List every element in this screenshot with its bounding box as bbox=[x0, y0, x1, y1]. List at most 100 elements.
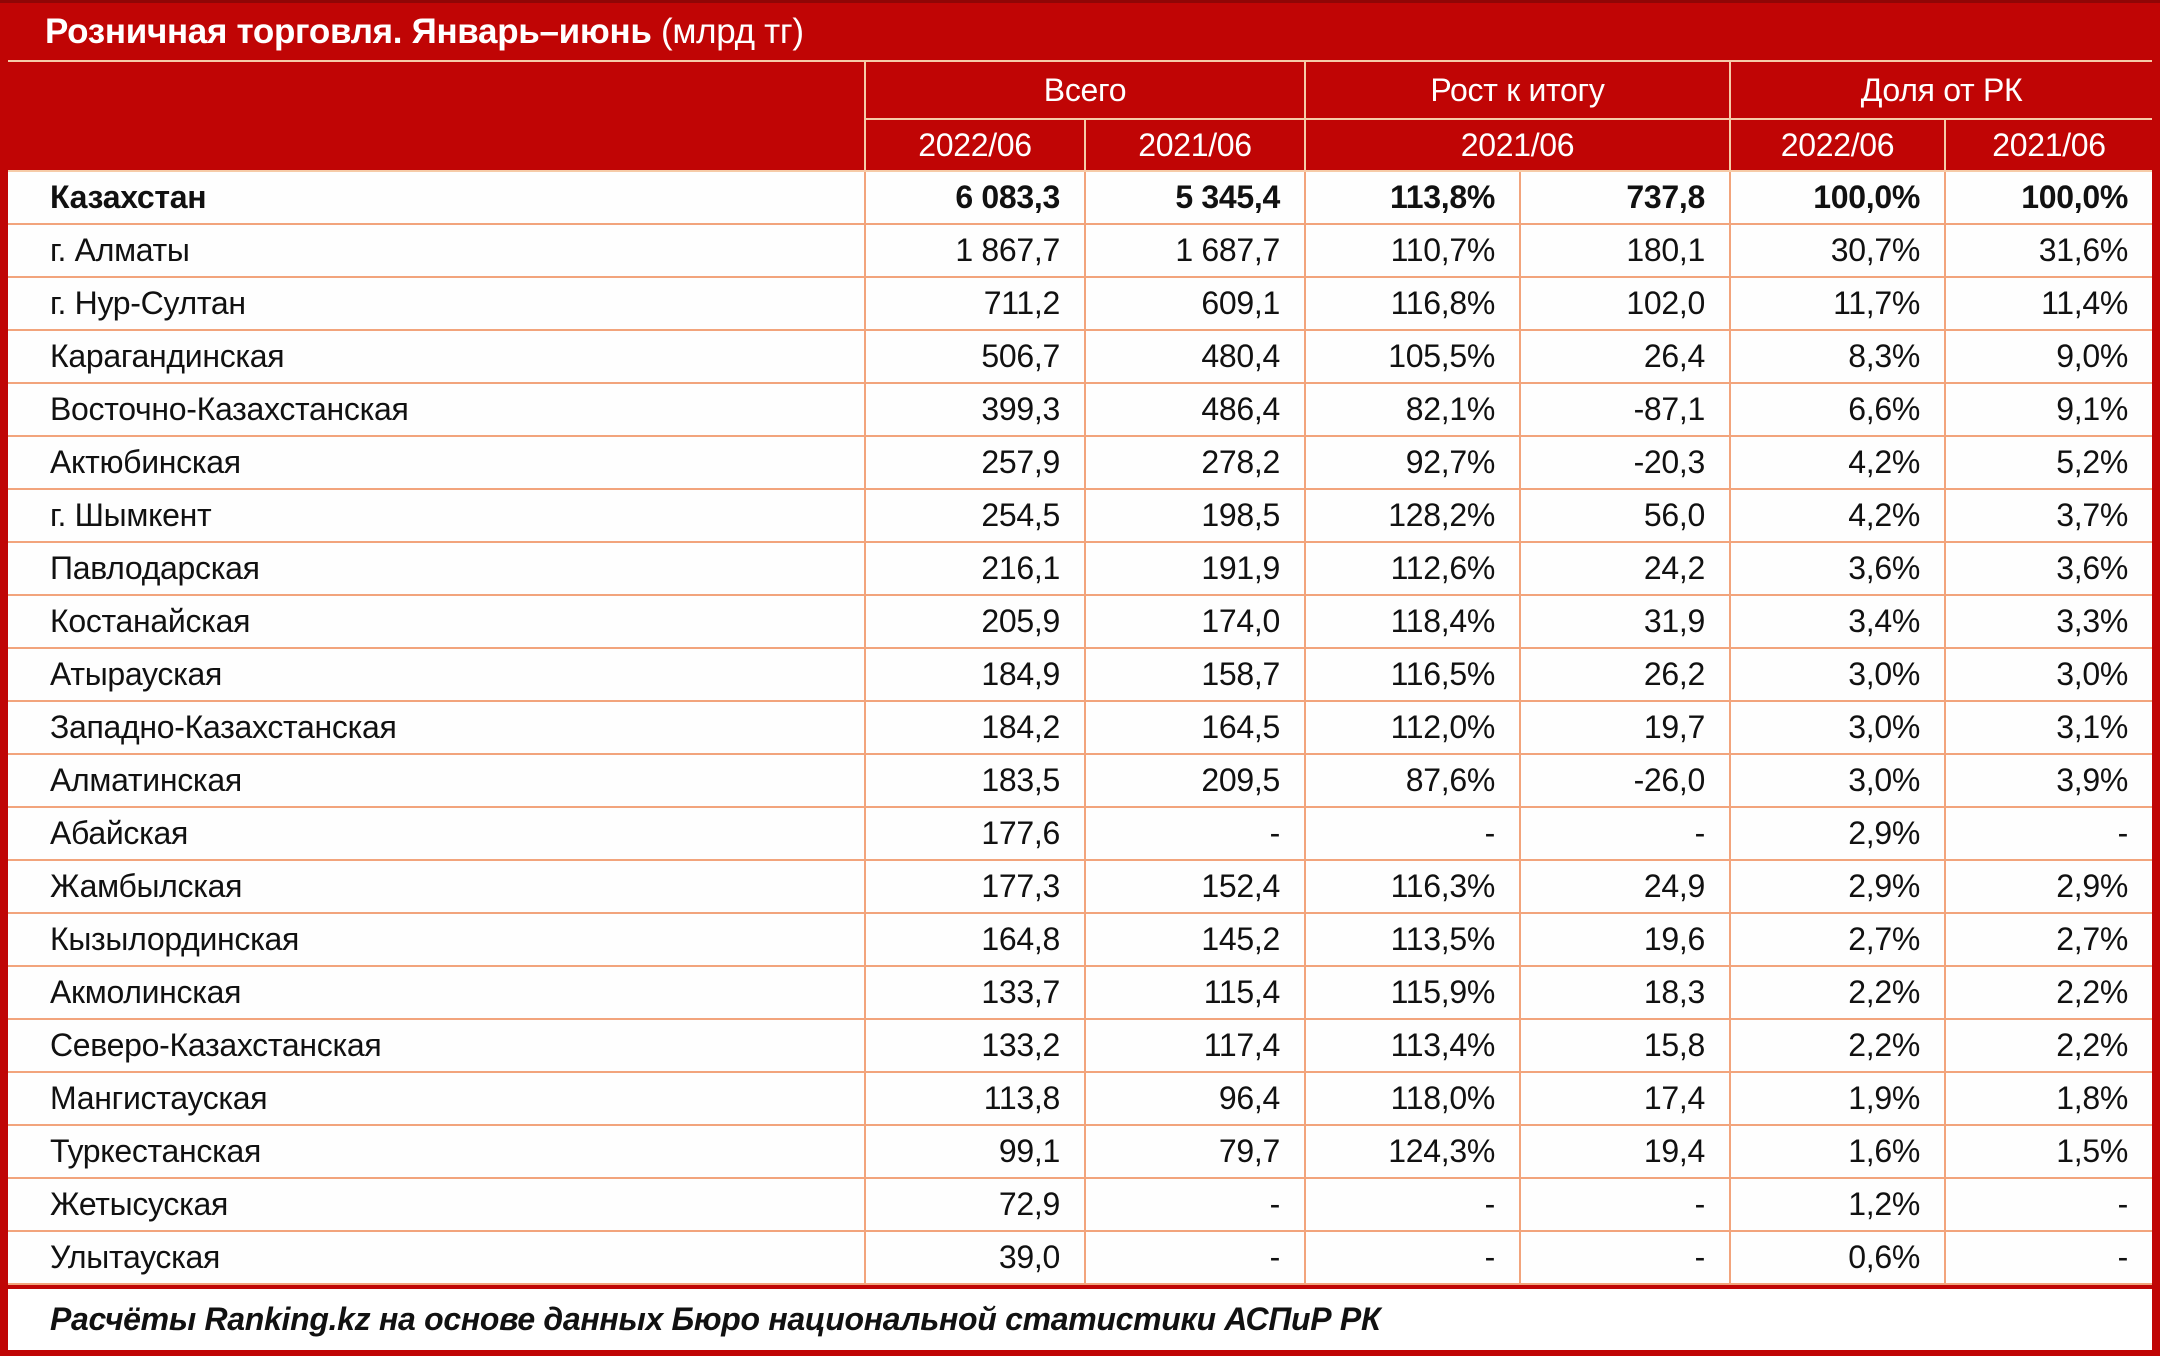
value-cell: 19,4 bbox=[1519, 1124, 1732, 1179]
region-name: Атырауская bbox=[8, 647, 866, 702]
value-cell: 1,9% bbox=[1729, 1071, 1947, 1126]
value-cell: - bbox=[1944, 1230, 2153, 1285]
value-cell: 105,5% bbox=[1304, 329, 1522, 384]
value-cell: 26,2 bbox=[1519, 647, 1732, 702]
value-cell: 24,2 bbox=[1519, 541, 1732, 596]
table-header: Всего Рост к итогу Доля от РК 2022/06 20… bbox=[8, 60, 2153, 172]
value-cell: 87,6% bbox=[1304, 753, 1522, 808]
value-cell: 31,9 bbox=[1519, 594, 1732, 649]
value-cell: 158,7 bbox=[1083, 647, 1307, 702]
region-name: г. Алматы bbox=[8, 223, 866, 278]
value-cell: 1 867,7 bbox=[864, 223, 1086, 278]
value-cell: 3,0% bbox=[1729, 753, 1947, 808]
table-row: Костанайская 205,9 174,0 118,4% 31,9 3,4% 3,3% bbox=[8, 594, 2153, 649]
header-rost-2021: 2021/06 bbox=[1304, 118, 1732, 172]
value-cell: 2,9% bbox=[1729, 806, 1947, 861]
value-cell: 4,2% bbox=[1729, 435, 1947, 490]
table-row: Атырауская 184,9 158,7 116,5% 26,2 3,0% 3,0% bbox=[8, 647, 2153, 702]
region-name: Жамбылская bbox=[8, 859, 866, 914]
table-row: Кызылординская 164,8 145,2 113,5% 19,6 2,7% 2,… bbox=[8, 912, 2153, 967]
value-cell: 124,3% bbox=[1304, 1124, 1522, 1179]
value-cell: 2,7% bbox=[1944, 912, 2153, 967]
header-group-row: Всего Рост к итогу Доля от РК bbox=[8, 60, 2153, 172]
value-cell: 3,6% bbox=[1729, 541, 1947, 596]
region-name: Карагандинская bbox=[8, 329, 866, 384]
value-cell: 82,1% bbox=[1304, 382, 1522, 437]
title-text: Розничная торговля. Январь–июнь bbox=[45, 11, 652, 51]
value-cell: 133,7 bbox=[864, 965, 1086, 1020]
value-cell: 30,7% bbox=[1729, 223, 1947, 278]
region-name: Алматинская bbox=[8, 753, 866, 808]
value-cell: 115,9% bbox=[1304, 965, 1522, 1020]
value-cell: 15,8 bbox=[1519, 1018, 1732, 1073]
value-cell: 102,0 bbox=[1519, 276, 1732, 331]
table-row: г. Алматы 1 867,7 1 687,7 110,7% 180,1 30,7% 3… bbox=[8, 223, 2153, 278]
value-cell: 9,0% bbox=[1944, 329, 2153, 384]
value-cell: 26,4 bbox=[1519, 329, 1732, 384]
value-cell: 133,2 bbox=[864, 1018, 1086, 1073]
value-cell: 96,4 bbox=[1083, 1071, 1307, 1126]
value-cell: 209,5 bbox=[1083, 753, 1307, 808]
table-row: Акмолинская 133,7 115,4 115,9% 18,3 2,2% 2,2% bbox=[8, 965, 2153, 1020]
value-cell: 191,9 bbox=[1083, 541, 1307, 596]
value-cell: 399,3 bbox=[864, 382, 1086, 437]
value-cell: 2,9% bbox=[1729, 859, 1947, 914]
table-row: Павлодарская 216,1 191,9 112,6% 24,2 3,6% 3,6% bbox=[8, 541, 2153, 596]
region-name: Северо-Казахстанская bbox=[8, 1018, 866, 1073]
value-cell: 79,7 bbox=[1083, 1124, 1307, 1179]
value-cell: 145,2 bbox=[1083, 912, 1307, 967]
header-year-row: 2022/06 2021/06 2021/06 2022/06 2021/06 bbox=[8, 118, 2153, 172]
region-name: Абайская bbox=[8, 806, 866, 861]
header-vsego-2022: 2022/06 bbox=[865, 118, 1086, 172]
value-cell: 1,5% bbox=[1944, 1124, 2153, 1179]
value-cell: 1,2% bbox=[1729, 1177, 1947, 1232]
value-cell: - bbox=[1519, 1177, 1732, 1232]
table-row: Актюбинская 257,9 278,2 92,7% -20,3 4,2% 5,2% bbox=[8, 435, 2153, 490]
value-cell: 19,6 bbox=[1519, 912, 1732, 967]
value-cell: 118,0% bbox=[1304, 1071, 1522, 1126]
table-row: г. Нур-Султан 711,2 609,1 116,8% 102,0 11,7% 1… bbox=[8, 276, 2153, 331]
value-cell: 100,0% bbox=[1944, 170, 2153, 225]
value-cell: 11,4% bbox=[1944, 276, 2153, 331]
value-cell: 110,7% bbox=[1304, 223, 1522, 278]
table-body: Казахстан 6 083,3 5 345,4 113,8% 737,8 100,0%… bbox=[8, 170, 2153, 1285]
value-cell: 100,0% bbox=[1729, 170, 1947, 225]
table-row: Западно-Казахстанская 184,2 164,5 112,0% 19,… bbox=[8, 700, 2153, 755]
value-cell: 19,7 bbox=[1519, 700, 1732, 755]
value-cell: 3,1% bbox=[1944, 700, 2153, 755]
table-row: Мангистауская 113,8 96,4 118,0% 17,4 1,9% 1,8% bbox=[8, 1071, 2153, 1126]
value-cell: 113,8% bbox=[1304, 170, 1522, 225]
header-group-rost: Рост к итогу bbox=[1304, 60, 1732, 120]
value-cell: -87,1 bbox=[1519, 382, 1732, 437]
value-cell: 257,9 bbox=[864, 435, 1086, 490]
region-name: Павлодарская bbox=[8, 541, 866, 596]
value-cell: 1,6% bbox=[1729, 1124, 1947, 1179]
header-vsego-2021: 2021/06 bbox=[1083, 118, 1307, 172]
table-row: Алматинская 183,5 209,5 87,6% -26,0 3,0% 3,9% bbox=[8, 753, 2153, 808]
value-cell: 1,8% bbox=[1944, 1071, 2153, 1126]
header-group-vsego: Всего bbox=[863, 60, 1307, 120]
value-cell: 1 687,7 bbox=[1083, 223, 1307, 278]
source-note: Расчёты Ranking.kz на основе данных Бюро… bbox=[8, 1285, 2152, 1350]
value-cell: 11,7% bbox=[1729, 276, 1947, 331]
value-cell: 0,6% bbox=[1729, 1230, 1947, 1285]
value-cell: 609,1 bbox=[1083, 276, 1307, 331]
value-cell: 8,3% bbox=[1729, 329, 1947, 384]
header-region-cell bbox=[8, 60, 866, 172]
value-cell: 2,2% bbox=[1729, 965, 1947, 1020]
header-dolya-2022: 2022/06 bbox=[1729, 118, 1947, 172]
value-cell: 3,6% bbox=[1944, 541, 2153, 596]
value-cell: 9,1% bbox=[1944, 382, 2153, 437]
value-cell: - bbox=[1083, 1177, 1307, 1232]
region-name: Жетысуская bbox=[8, 1177, 866, 1232]
value-cell: 2,2% bbox=[1944, 965, 2153, 1020]
value-cell: 184,2 bbox=[864, 700, 1086, 755]
value-cell: 116,8% bbox=[1304, 276, 1522, 331]
value-cell: - bbox=[1304, 806, 1522, 861]
value-cell: 278,2 bbox=[1083, 435, 1307, 490]
value-cell: 3,0% bbox=[1729, 647, 1947, 702]
region-name: Улытауская bbox=[8, 1230, 866, 1285]
table-row: Казахстан 6 083,3 5 345,4 113,8% 737,8 100,0%… bbox=[8, 170, 2153, 225]
value-cell: 5,2% bbox=[1944, 435, 2153, 490]
